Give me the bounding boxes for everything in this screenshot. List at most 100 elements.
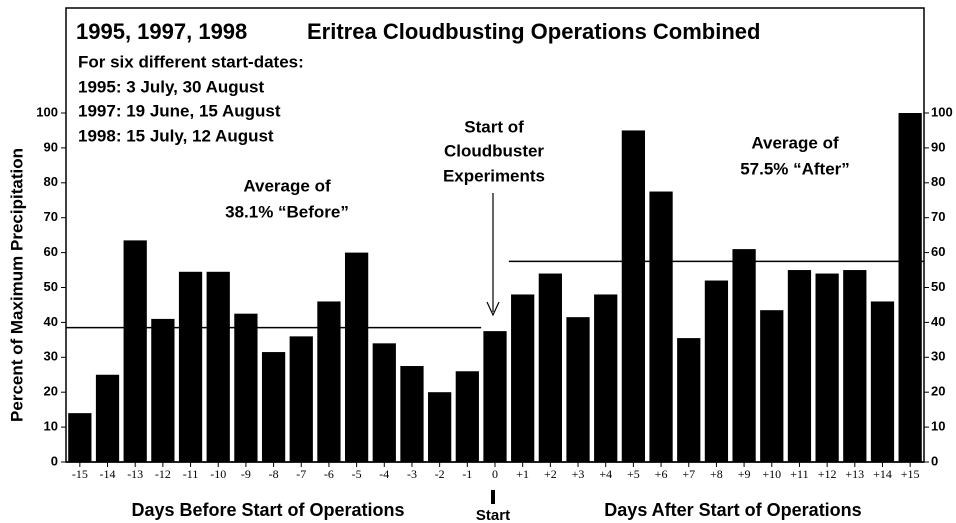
y-tick-label: 70	[44, 209, 58, 224]
y-tick-label: 20	[44, 384, 58, 399]
subtitle: 1995: 3 July, 30 August	[78, 77, 264, 96]
bar	[649, 191, 673, 462]
x-tick-label: +2	[544, 467, 557, 481]
y2-tick-label: 70	[931, 209, 945, 224]
x-tick-label: +4	[599, 467, 612, 481]
annotation: Cloudbuster	[444, 141, 544, 160]
subtitle: 1998: 15 July, 12 August	[78, 126, 274, 145]
bar	[261, 352, 286, 462]
bar	[898, 113, 922, 462]
x-tick-label: -11	[183, 467, 199, 481]
bar	[317, 301, 341, 462]
x-tick-label: +1	[516, 467, 529, 481]
bar	[483, 331, 507, 462]
bar	[372, 343, 396, 462]
bar	[538, 273, 562, 462]
y2-tick-label: 90	[931, 139, 945, 154]
x-tick-label: +12	[818, 467, 837, 481]
bar	[621, 130, 646, 462]
bar	[511, 294, 535, 462]
x-tick-label: +6	[655, 467, 668, 481]
bar	[68, 413, 92, 462]
y2-tick-label: 0	[931, 453, 938, 468]
x-tick-label: +8	[710, 467, 723, 481]
average-label: Average of	[243, 176, 331, 195]
x-tick-label: +5	[627, 467, 640, 481]
x-tick-label: -13	[127, 467, 143, 481]
y2-tick-label: 100	[931, 104, 953, 119]
bar	[400, 366, 424, 462]
x-tick-label: 0	[492, 467, 498, 481]
x-tick-label: -2	[435, 467, 445, 481]
y-tick-label: 40	[44, 314, 58, 329]
bar	[178, 271, 203, 462]
bar	[428, 392, 452, 462]
y-tick-label: 100	[36, 104, 58, 119]
x-tick-label: -6	[324, 467, 334, 481]
average-label: 38.1% “Before”	[225, 202, 349, 221]
bar	[151, 318, 175, 462]
subtitle: For six different start-dates:	[78, 52, 304, 71]
x-tick-label: -10	[210, 467, 226, 481]
x-tick-label: -7	[296, 467, 306, 481]
x-tick-label: -5	[352, 467, 362, 481]
bar	[704, 280, 729, 462]
bar	[594, 294, 618, 462]
y-tick-label: 60	[44, 244, 58, 259]
x-tick-label: +13	[845, 467, 864, 481]
bar	[234, 313, 258, 462]
average-label: Average of	[751, 133, 839, 152]
y2-tick-label: 40	[931, 314, 945, 329]
x-tick-label: -9	[241, 467, 251, 481]
bar	[344, 252, 369, 462]
y-tick-label: 30	[44, 349, 58, 364]
y-tick-label: 50	[44, 279, 58, 294]
bar	[123, 240, 147, 462]
x-tick-label: +9	[738, 467, 751, 481]
y2-tick-label: 50	[931, 279, 945, 294]
y-tick-label: 80	[44, 174, 58, 189]
y-tick-label: 0	[51, 453, 58, 468]
chart-title: Eritrea Cloudbusting Operations Combined	[307, 19, 760, 44]
bar	[455, 371, 479, 462]
arrow-head	[486, 301, 500, 317]
y2-tick-label: 10	[931, 419, 945, 434]
x-tick-label: +3	[572, 467, 585, 481]
bar	[289, 336, 313, 462]
y2-tick-label: 20	[931, 384, 945, 399]
x-tick-label: +7	[682, 467, 695, 481]
x-tick-label: +15	[901, 467, 920, 481]
x-tick-label: +10	[762, 467, 781, 481]
x-tick-label: +14	[873, 467, 892, 481]
x-tick-label: -14	[100, 467, 116, 481]
x-tick-label: -12	[155, 467, 171, 481]
subtitle: 1997: 19 June, 15 August	[78, 101, 281, 120]
bar	[566, 317, 590, 462]
chart-title: 1995, 1997, 1998	[76, 19, 247, 44]
x-tick-label: -4	[379, 467, 389, 481]
x-axis-label: Days Before Start of Operations	[131, 500, 404, 520]
y2-tick-label: 30	[931, 349, 945, 364]
x-axis-label: Days After Start of Operations	[604, 500, 861, 520]
bar	[815, 273, 839, 462]
x-tick-label: -15	[72, 467, 88, 481]
bar	[843, 270, 867, 462]
average-label: 57.5% “After”	[740, 159, 850, 178]
annotation: Experiments	[443, 166, 545, 185]
bar	[95, 374, 120, 462]
bar	[206, 271, 230, 462]
y-axis-label: Percent of Maximum Precipitation	[7, 148, 26, 422]
annotation: Start of	[464, 117, 524, 136]
y2-tick-label: 80	[931, 174, 945, 189]
x-tick-label: -8	[269, 467, 279, 481]
bar	[870, 301, 895, 462]
x-tick-label: -1	[462, 467, 472, 481]
start-marker	[491, 490, 495, 504]
bar	[732, 249, 756, 462]
x-axis-label: Start	[476, 507, 510, 523]
bar	[677, 338, 701, 462]
bar	[760, 310, 784, 462]
bar	[787, 270, 812, 462]
x-tick-label: -3	[407, 467, 417, 481]
